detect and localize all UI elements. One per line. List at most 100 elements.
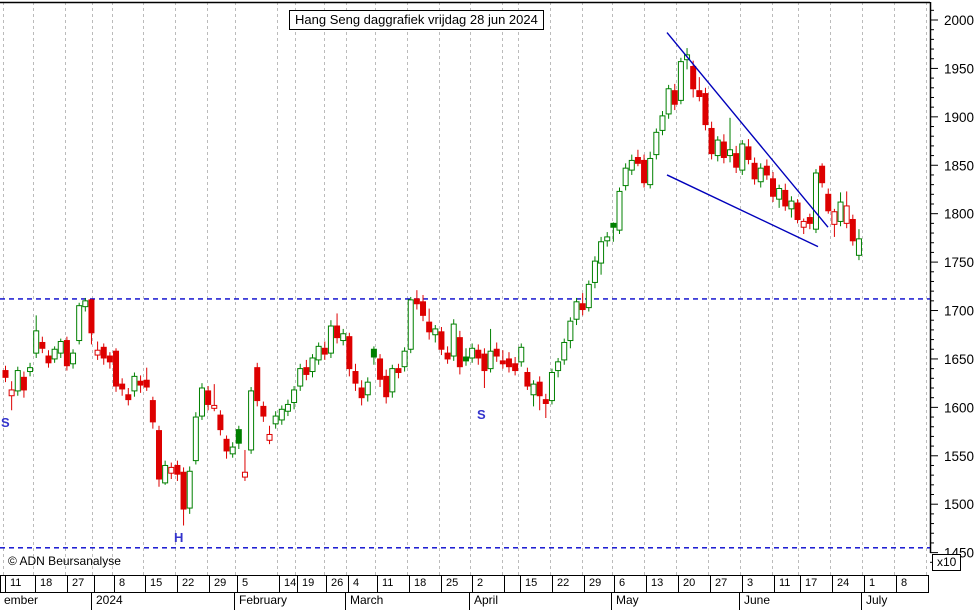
candle-body (162, 464, 169, 484)
candle-body (8, 389, 15, 397)
x-axis-day-cell (505, 576, 521, 592)
x-axis-day-cell: 25 (442, 576, 473, 592)
axis-multiplier-label: x10 (932, 554, 962, 571)
candle-body (604, 236, 611, 242)
y-tick-label: 1650 (944, 352, 974, 367)
y-tick-label: 1800 (944, 207, 974, 222)
candle-body (235, 429, 242, 444)
candle-body (610, 222, 617, 228)
trend-line (666, 174, 819, 248)
candle-body (548, 371, 555, 402)
candle-body (168, 466, 175, 474)
candle-body (76, 305, 83, 342)
candle-body (806, 217, 813, 224)
candle-body (530, 383, 537, 396)
candle-body (284, 403, 291, 412)
candle-body (825, 193, 832, 212)
candle-body (690, 65, 697, 90)
x-axis-month-cell: February (235, 592, 346, 610)
x-axis-month-row: ember 2024 February March April May June July (0, 592, 926, 610)
x-axis-day-cell: 1 (865, 576, 897, 592)
copyright-label: © ADN Beursanalyse (8, 554, 121, 568)
candle-body (352, 371, 359, 384)
candle-body (413, 298, 420, 305)
candle-body (327, 325, 334, 354)
candle-body (831, 211, 838, 225)
candle-body (647, 157, 654, 186)
candle-body (297, 368, 304, 387)
candle-body (334, 325, 341, 339)
candle-body (598, 241, 605, 264)
candle-body (377, 358, 384, 380)
candle-body (2, 370, 9, 378)
candle-body (463, 356, 469, 362)
candle-body (340, 333, 347, 342)
candle-body (512, 363, 519, 372)
y-tick-label: 1950 (944, 61, 974, 76)
shoulder-marker-right: S (477, 407, 486, 422)
candle-body (51, 348, 58, 360)
candle-body (770, 178, 776, 197)
y-tick-label: 1550 (944, 449, 974, 464)
x-axis-month-cell: May (612, 592, 740, 610)
x-axis-month-cell: April (470, 592, 612, 610)
candle-body (634, 157, 641, 164)
head-marker: H (174, 530, 184, 545)
candle-body (739, 143, 746, 171)
candle-body (843, 205, 850, 224)
candle-body (205, 390, 212, 405)
candle-body (788, 200, 795, 210)
y-tick-label: 2000 (944, 13, 974, 28)
candle-body (70, 352, 77, 365)
y-tick-label: 1700 (944, 304, 974, 319)
shoulder-marker-left: S (1, 415, 10, 430)
candle-body (444, 352, 451, 360)
candle-body (505, 358, 512, 368)
candle-body (94, 349, 101, 356)
candle-body (426, 321, 433, 333)
candle-body (82, 300, 89, 308)
x-axis-day-cell: 27 (68, 576, 95, 592)
candle-body (665, 88, 672, 115)
candle-body (113, 350, 120, 387)
candle-body (677, 61, 684, 101)
candle-body (180, 471, 187, 510)
candle-body (100, 346, 107, 359)
candle-body (782, 189, 789, 207)
x-axis-day-cell: 17 (801, 576, 833, 592)
x-axis-day-cell: 6 (615, 576, 647, 592)
x-axis-day-cell (0, 576, 6, 592)
x-axis-day-cell: 29 (585, 576, 615, 592)
candle-body (591, 260, 598, 283)
candle-body (211, 404, 218, 409)
candle-body (278, 408, 285, 421)
candle-body (88, 299, 95, 334)
x-axis-day-cell: 15 (146, 576, 178, 592)
x-axis-month-cell: ember (0, 592, 92, 610)
candle-body (720, 141, 727, 159)
candle-body (198, 387, 205, 417)
candle-body (45, 355, 52, 364)
candle-body (733, 153, 740, 168)
x-axis-day-cell: 15 (521, 576, 553, 592)
candle-body (616, 190, 623, 231)
candle-body (370, 348, 377, 358)
x-axis-day-cell: 8 (115, 576, 146, 592)
x-axis-day-cell: 3 (743, 576, 775, 592)
candle-body (291, 389, 298, 404)
candle-body (671, 90, 678, 105)
candle-body (119, 383, 126, 390)
candle-body (14, 370, 21, 392)
candle-body (174, 464, 181, 475)
candle-body (481, 353, 488, 372)
x-axis-day-cell: 18 (36, 576, 68, 592)
candle-body (315, 345, 322, 361)
candle-body (487, 350, 494, 370)
candle-body (241, 471, 248, 478)
candle-body (837, 201, 844, 222)
x-axis-month-cell: March (346, 592, 470, 610)
candle-body (217, 414, 224, 431)
candle-body (20, 376, 27, 391)
candle-body (622, 167, 629, 187)
